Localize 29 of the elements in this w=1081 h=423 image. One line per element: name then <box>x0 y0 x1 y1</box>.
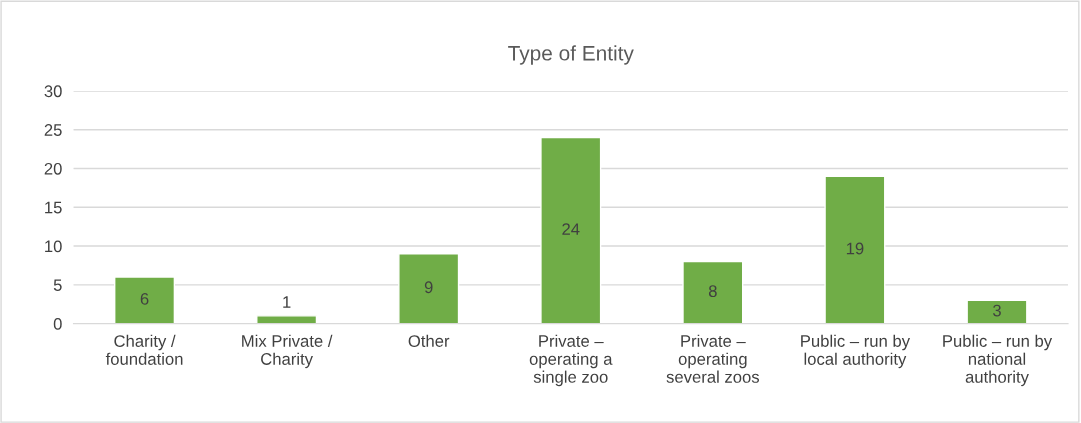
y-tick-label: 0 <box>53 318 62 330</box>
data-label: 8 <box>708 285 717 298</box>
x-tick-label: Public – run by local authority <box>801 334 911 369</box>
data-label: 9 <box>424 281 433 294</box>
chart-title: Type of Entity <box>508 45 634 65</box>
y-tick-label: 10 <box>45 240 62 253</box>
bar <box>398 253 460 324</box>
x-tick-label: Mix Private / Charity <box>242 334 333 369</box>
bar <box>682 260 744 324</box>
bar <box>114 276 176 324</box>
x-tick-label: Other <box>408 334 450 347</box>
y-tick-label: 15 <box>45 201 62 214</box>
y-tick-label: 20 <box>44 162 62 175</box>
x-tick-label: Public – run by national authority <box>943 334 1053 387</box>
data-label: 6 <box>140 293 149 305</box>
data-label: 19 <box>846 242 864 255</box>
y-tick-label: 30 <box>44 85 62 98</box>
bar <box>540 136 602 324</box>
data-label: 3 <box>992 304 1001 317</box>
y-tick-label: 5 <box>53 279 62 292</box>
bar <box>824 175 886 324</box>
y-tick-label: 25 <box>44 124 62 136</box>
x-tick-label: Private – operating a single zoo <box>529 334 613 387</box>
data-label: 1 <box>283 296 291 308</box>
x-tick-label: Private – operating several zoos <box>666 334 760 383</box>
x-tick-label: Charity / foundation <box>105 334 183 365</box>
bar <box>966 299 1028 324</box>
data-label: 24 <box>562 223 580 235</box>
bar <box>256 315 318 324</box>
